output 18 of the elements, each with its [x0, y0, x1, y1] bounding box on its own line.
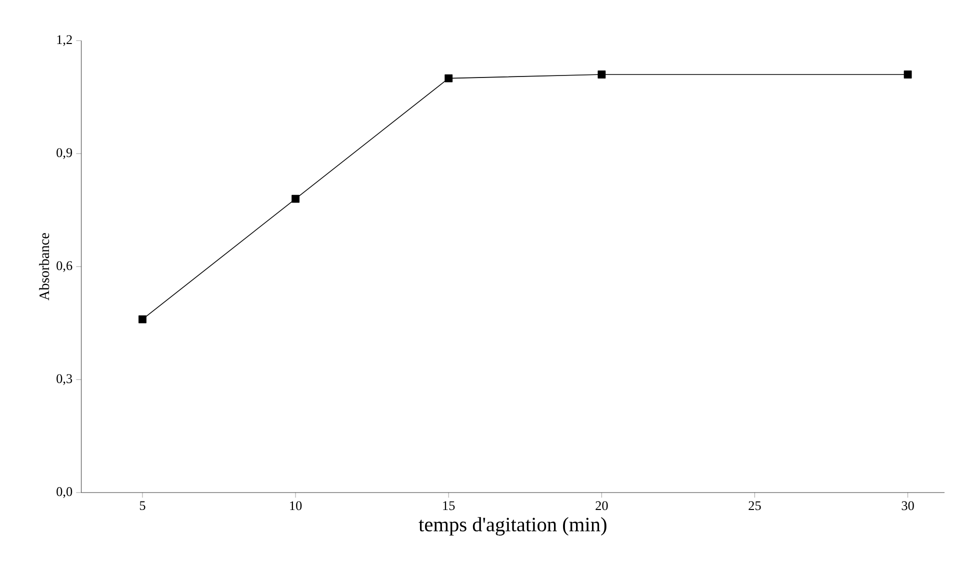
- x-tick-label: 10: [290, 501, 302, 510]
- point: [292, 194, 300, 203]
- x-tick-label: 20: [596, 501, 608, 510]
- point: [138, 315, 146, 324]
- x-tick-label: 15: [443, 501, 455, 510]
- x-tick-label: 30: [902, 501, 914, 510]
- x-axis-title: temps d'agitation (min): [418, 517, 606, 536]
- point: [904, 70, 912, 79]
- y-axis-title: Absorbance: [39, 233, 50, 300]
- x-tick-label: 25: [748, 501, 761, 510]
- x-tick-label: 5: [140, 501, 146, 510]
- y-tick-label: 0,3: [56, 374, 72, 386]
- y-tick-label: 0,0: [56, 487, 72, 498]
- y-tick-label: 0,9: [56, 148, 72, 160]
- point: [444, 74, 453, 82]
- point: [598, 70, 606, 79]
- y-tick-label: 1,2: [57, 35, 72, 46]
- y-tick-label: 0,6: [56, 261, 72, 272]
